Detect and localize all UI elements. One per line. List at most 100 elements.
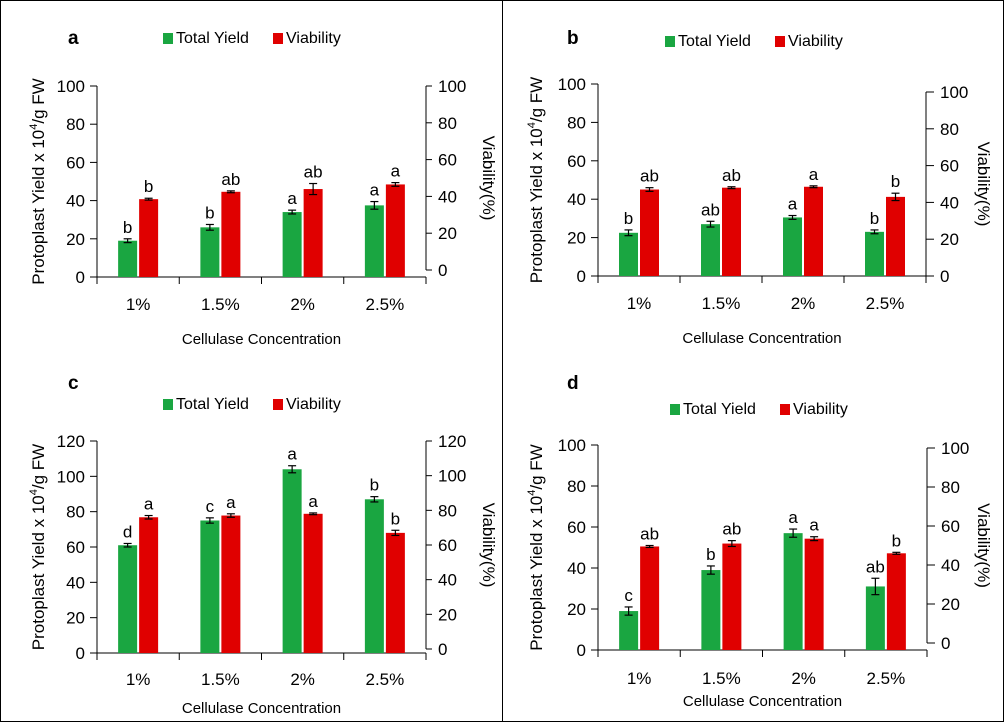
- bar-viability: [139, 517, 159, 653]
- bar-viability: [804, 538, 824, 650]
- panel-divider: [502, 0, 503, 722]
- bar-viability: [221, 515, 241, 653]
- y-tick-label-left: 40: [567, 190, 586, 209]
- y-tick-label-left: 20: [66, 230, 85, 249]
- legend-label: Viability: [286, 30, 341, 47]
- x-tick-label: 2%: [290, 670, 315, 689]
- significance-letter: a: [226, 493, 236, 512]
- y-tick-label-right: 100: [438, 467, 466, 486]
- y-axis-title-right: Viability(%): [479, 136, 498, 221]
- y-tick-label-right: 100: [941, 439, 969, 458]
- y-axis-title-left: Protoplast Yield x 104/g FW: [28, 444, 48, 650]
- x-tick-label: 2%: [791, 294, 816, 313]
- significance-letter: a: [370, 181, 380, 200]
- significance-letter: ab: [701, 200, 720, 219]
- bar-total-yield: [200, 520, 220, 653]
- y-axis-title-main: Protoplast Yield x 10: [527, 496, 546, 651]
- legend-swatch-total-yield: [163, 33, 173, 44]
- y-tick-label-left: 40: [66, 192, 85, 211]
- y-tick-label-left: 80: [66, 503, 85, 522]
- y-tick-label-right: 20: [438, 605, 457, 624]
- significance-letter: b: [706, 545, 715, 564]
- significance-letter: d: [123, 522, 132, 541]
- y-axis-title-left: Protoplast Yield x 104/g FW: [526, 77, 546, 283]
- panel-label: d: [567, 373, 579, 394]
- y-tick-label-right: 60: [438, 536, 457, 555]
- y-axis-title-superscript: 4: [28, 124, 40, 130]
- y-tick-label-left: 60: [567, 152, 586, 171]
- y-tick-label-right: 60: [941, 517, 960, 536]
- legend-swatch-viability: [273, 33, 283, 44]
- x-axis-title: Cellulase Concentration: [682, 330, 841, 347]
- bar-viability: [303, 513, 323, 653]
- significance-letter: a: [391, 162, 401, 181]
- chart-panel-b: b Total Yield Viability 0 20 40 60 80 100 0 20 40 60…: [526, 28, 993, 347]
- y-tick-label-right: 0: [438, 640, 447, 659]
- chart-panel-c: c Total Yield Viability 0 20 40 60 80 100 120 0 20 4…: [28, 373, 498, 717]
- legend-swatch-total-yield: [665, 36, 675, 47]
- y-tick-label-right: 100: [438, 77, 466, 96]
- y-tick-label-left: 20: [66, 609, 85, 628]
- y-tick-label-left: 100: [558, 75, 586, 94]
- y-axis-title-main: Protoplast Yield x 10: [29, 495, 48, 650]
- legend-label: Total Yield: [678, 33, 751, 50]
- x-tick-label: 1%: [126, 670, 151, 689]
- significance-letter: a: [788, 508, 798, 527]
- x-axis-title: Cellulase Concentration: [683, 693, 842, 710]
- bar-total-yield: [865, 231, 884, 276]
- significance-letter: b: [370, 476, 379, 495]
- bar-total-yield: [282, 212, 302, 277]
- bar-viability: [303, 189, 323, 277]
- x-tick-label: 2.5%: [866, 294, 905, 313]
- panel-label: c: [68, 373, 79, 394]
- y-tick-label-left: 100: [57, 467, 85, 486]
- y-axis-title-main: Protoplast Yield x 10: [527, 128, 546, 283]
- significance-letter: ab: [221, 170, 240, 189]
- significance-letter: ab: [722, 520, 741, 539]
- y-axis-title-superscript: 4: [28, 489, 40, 495]
- significance-letter: b: [144, 177, 153, 196]
- y-tick-label-right: 80: [438, 114, 457, 133]
- y-tick-label-right: 100: [940, 83, 968, 102]
- legend-label: Total Yield: [176, 396, 249, 413]
- y-tick-label-right: 40: [941, 556, 960, 575]
- y-axis-title-main: Protoplast Yield x 10: [29, 130, 48, 285]
- significance-letter: a: [788, 195, 798, 214]
- x-tick-label: 1.5%: [702, 669, 741, 688]
- y-tick-label-left: 40: [66, 573, 85, 592]
- significance-letter: c: [206, 497, 215, 516]
- bar-total-yield: [619, 611, 639, 650]
- significance-letter: ab: [866, 557, 885, 576]
- y-tick-label-left: 80: [66, 115, 85, 134]
- bar-total-yield: [118, 240, 138, 277]
- y-axis-title-unit: /g FW: [29, 78, 48, 123]
- y-tick-label-left: 120: [57, 432, 85, 451]
- x-axis-title: Cellulase Concentration: [182, 331, 341, 348]
- significance-letter: a: [809, 165, 819, 184]
- legend-label: Total Yield: [683, 401, 756, 418]
- y-tick-label-right: 20: [941, 595, 960, 614]
- x-tick-label: 1%: [627, 294, 652, 313]
- significance-letter: a: [287, 445, 297, 464]
- bar-total-yield: [783, 217, 802, 276]
- bar-viability: [722, 187, 741, 276]
- significance-letter: a: [809, 516, 819, 535]
- bar-total-yield: [619, 232, 638, 276]
- y-tick-label-right: 80: [438, 501, 457, 520]
- legend-label: Total Yield: [176, 30, 249, 47]
- y-axis-title-right: Viability(%): [974, 142, 993, 227]
- panel-label: a: [68, 28, 79, 49]
- bar-total-yield: [282, 469, 302, 653]
- y-axis-title-left: Protoplast Yield x 104/g FW: [526, 444, 546, 650]
- bar-viability: [722, 543, 742, 650]
- bar-total-yield: [783, 533, 803, 650]
- significance-letter: a: [308, 492, 318, 511]
- x-tick-label: 2%: [791, 669, 816, 688]
- y-axis-title-superscript: 4: [526, 490, 538, 496]
- significance-letter: a: [144, 495, 154, 514]
- x-tick-label: 2%: [290, 295, 315, 314]
- x-tick-label: 1.5%: [201, 670, 240, 689]
- y-tick-label-right: 80: [940, 120, 959, 139]
- bar-viability: [886, 196, 905, 276]
